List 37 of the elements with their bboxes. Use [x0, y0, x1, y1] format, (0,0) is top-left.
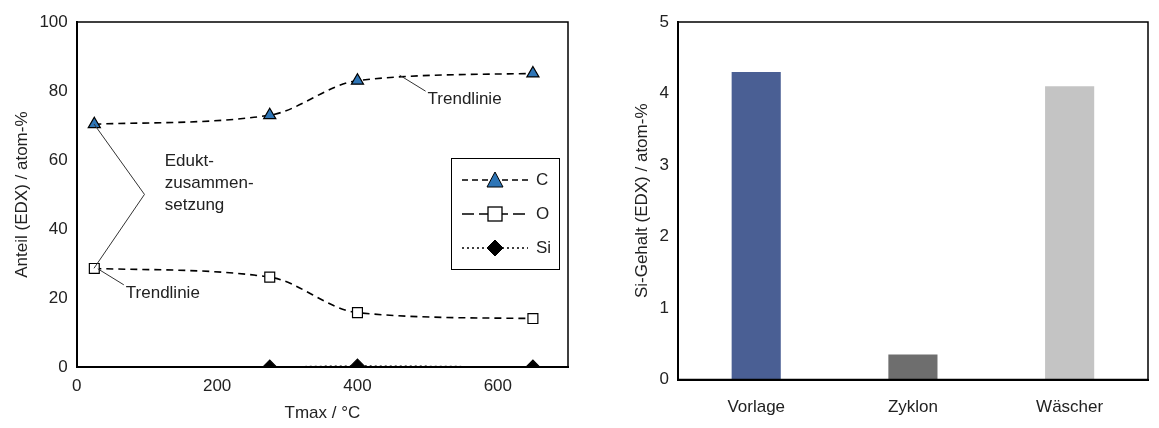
y-tick-label: 4 — [659, 83, 669, 103]
annotation: Edukt-zusammen-setzung — [164, 151, 254, 215]
y-axis-title: Si-Gehalt (EDX) / atom-% — [631, 103, 651, 299]
point — [351, 307, 364, 319]
y-tick-label: 2 — [659, 226, 669, 246]
y-tick-label: 20 — [48, 287, 68, 307]
legend-label: Si — [535, 238, 551, 258]
x-tick-label: 400 — [343, 376, 372, 396]
annotation: Trendlinie — [125, 283, 200, 303]
x-tick-label: Zyklon — [887, 397, 938, 417]
y-tick-label: 5 — [659, 11, 669, 31]
point — [264, 271, 276, 283]
x-tick-label: 600 — [483, 376, 513, 396]
y-tick-label: 3 — [659, 154, 669, 174]
x-tick-label: 200 — [202, 376, 232, 396]
point — [527, 312, 539, 325]
bar — [1045, 86, 1095, 380]
y-tick-label: 40 — [48, 218, 68, 238]
y-axis-title: Anteil (EDX) / atom-% — [11, 111, 31, 278]
annotation: Trendlinie — [427, 89, 502, 109]
legend-label: O — [535, 204, 550, 224]
bar — [888, 354, 938, 380]
y-tick-label: 80 — [48, 80, 68, 100]
point — [87, 116, 101, 129]
x-axis-title: Tmax / °C — [284, 403, 361, 423]
point — [350, 73, 365, 85]
y-tick-label: 100 — [39, 11, 68, 31]
y-tick-label: 1 — [659, 297, 669, 317]
x-tick-label: 0 — [72, 376, 82, 396]
bar — [731, 72, 781, 380]
point — [526, 65, 540, 78]
point — [263, 107, 277, 120]
y-tick-label: 0 — [58, 356, 68, 376]
legend-label: C — [535, 170, 549, 190]
y-tick-label: 60 — [48, 149, 68, 169]
x-tick-label: Wäscher — [1036, 397, 1104, 417]
x-tick-label: Vorlage — [727, 397, 786, 417]
